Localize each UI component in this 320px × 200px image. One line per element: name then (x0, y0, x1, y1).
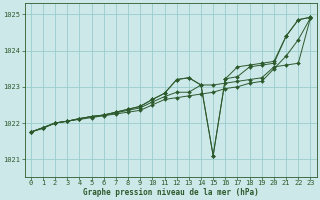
X-axis label: Graphe pression niveau de la mer (hPa): Graphe pression niveau de la mer (hPa) (83, 188, 259, 197)
